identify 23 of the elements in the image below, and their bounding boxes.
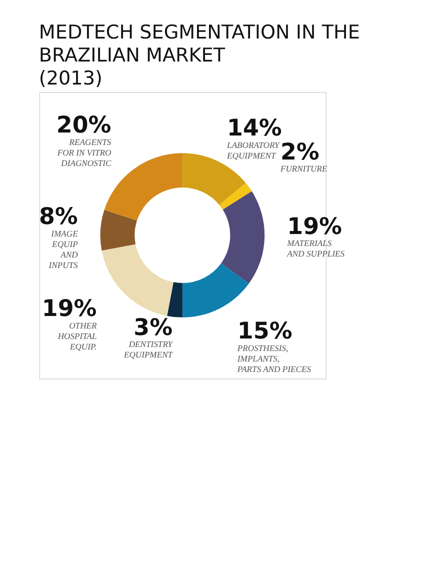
donut-slice xyxy=(102,244,174,316)
slice-label: OTHER HOSPITAL EQUIP. xyxy=(56,320,98,352)
chart-title: MEDTECH SEGMENTATION IN THE BRAZILIAN MARKET (2013) xyxy=(38,20,360,90)
data-label: 2% xyxy=(280,139,320,166)
slice-label: FURNITURE xyxy=(279,164,328,174)
donut-slice xyxy=(219,182,252,210)
slice-label: IMAGE EQUIP AND INPUTS xyxy=(48,228,79,270)
slice-label: DENTISTRY EQUIPMENT xyxy=(122,339,174,360)
donut-slice xyxy=(221,191,265,284)
donut-slice xyxy=(100,210,138,251)
data-label: 19% xyxy=(287,214,342,240)
slice-label: LABORATORY EQUIPMENT xyxy=(226,140,281,161)
slice-label: REAGENTS FOR IN VITRO DIAGNOSTIC xyxy=(56,136,112,168)
slice-label: PROSTHESIS, IMPLANTS, PARTS AND PIECES xyxy=(236,342,312,374)
data-label: 8% xyxy=(38,204,78,230)
slice-label: MATERIALS AND SUPPLIES xyxy=(286,238,346,259)
donut-slice xyxy=(167,282,182,318)
donut-slice xyxy=(182,263,249,318)
data-label: 3% xyxy=(134,314,173,341)
data-label: 15% xyxy=(237,318,292,344)
data-label: 20% xyxy=(56,112,112,138)
data-label: 19% xyxy=(42,296,97,322)
data-label: 14% xyxy=(227,116,282,142)
